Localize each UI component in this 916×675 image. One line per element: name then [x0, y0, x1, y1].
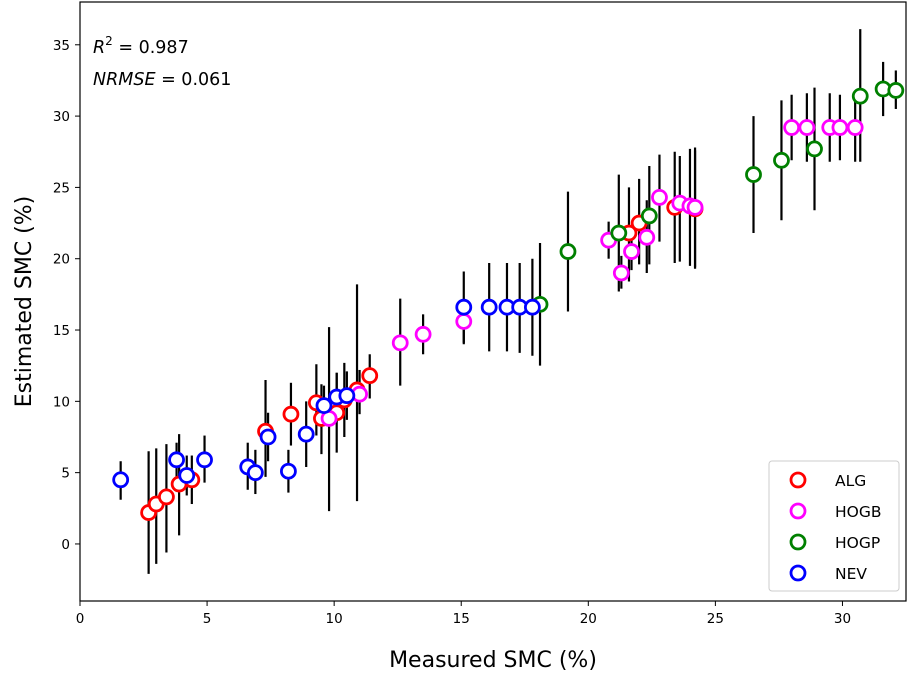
- point-nev: [196, 451, 213, 469]
- stat-annotation-2: NRMSE = 0.061: [93, 70, 231, 90]
- y-tick-label: 15: [53, 323, 70, 339]
- y-tick-label: 25: [53, 180, 70, 196]
- point-hogb: [612, 264, 630, 282]
- x-tick-label: 5: [203, 611, 212, 627]
- markers-layer: [112, 80, 905, 521]
- point-nev: [455, 298, 473, 316]
- point-nev: [523, 298, 541, 316]
- y-axis-title: Estimated SMC (%): [12, 196, 37, 408]
- point-hogb: [651, 188, 668, 206]
- point-nev: [246, 464, 264, 482]
- point-hogp: [773, 151, 790, 169]
- point-hogb: [455, 313, 473, 330]
- point-hogb: [623, 243, 640, 260]
- legend-label-hogp: HOGP: [835, 534, 880, 552]
- point-nev: [338, 387, 356, 405]
- legend-label-hogb: HOGB: [835, 503, 882, 521]
- point-hogb: [638, 228, 656, 246]
- point-alg: [282, 405, 300, 423]
- point-hogb: [798, 119, 816, 136]
- y-axis-ticks: 0 5 10 15 20 25 30 35: [53, 38, 80, 553]
- point-nev: [178, 467, 196, 484]
- point-alg: [361, 367, 379, 385]
- legend-label-nev: NEV: [835, 565, 867, 583]
- axes-frame: [79, 1, 907, 602]
- point-nev: [480, 298, 498, 316]
- y-tick-label: 30: [53, 109, 70, 125]
- legend-marker-hogb: [789, 502, 807, 520]
- x-tick-label: 30: [834, 611, 851, 627]
- point-hogp: [559, 243, 577, 260]
- point-hogp: [745, 166, 762, 183]
- legend-marker-nev: [789, 564, 807, 582]
- y-tick-label: 20: [53, 252, 70, 268]
- point-hogp: [887, 82, 905, 99]
- legend-marker-alg: [789, 471, 807, 489]
- point-hogb: [391, 334, 409, 352]
- x-tick-label: 0: [76, 611, 85, 627]
- y-tick-label: 0: [61, 537, 70, 553]
- point-hogp: [806, 140, 823, 158]
- y-tick-label: 35: [53, 38, 70, 54]
- x-axis-ticks: 0 5 10 15 20 25 30: [76, 601, 851, 627]
- legend-marker-hogp: [789, 533, 807, 551]
- legend-box: [768, 460, 900, 592]
- point-hogb: [831, 119, 849, 136]
- point-nev: [112, 471, 130, 489]
- point-nev: [168, 451, 185, 469]
- point-hogb: [414, 325, 432, 343]
- point-hogb: [686, 198, 704, 216]
- x-tick-label: 25: [707, 611, 724, 627]
- point-hogp: [610, 224, 628, 242]
- stats-annotations: R2 = 0.987 NRMSE = 0.061: [93, 34, 231, 90]
- legend: ALG HOGB HOGP NEV: [768, 460, 900, 592]
- x-tick-label: 15: [453, 611, 470, 627]
- point-hogp: [851, 87, 869, 105]
- point-hogb: [846, 119, 864, 136]
- point-nev: [297, 425, 315, 443]
- point-hogb: [783, 119, 801, 136]
- x-tick-label: 20: [580, 611, 597, 627]
- point-hogp: [640, 207, 658, 225]
- x-tick-label: 10: [326, 611, 343, 627]
- plot-area: [112, 29, 905, 574]
- point-nev: [259, 428, 277, 446]
- stat-annotation-1: R2 = 0.987: [93, 34, 189, 58]
- legend-label-alg: ALG: [835, 472, 866, 490]
- y-tick-label: 10: [53, 394, 70, 410]
- point-nev: [315, 397, 333, 415]
- point-nev: [280, 462, 297, 480]
- x-axis-title: Measured SMC (%): [389, 648, 597, 673]
- y-tick-label: 5: [61, 466, 70, 482]
- point-alg: [158, 488, 175, 506]
